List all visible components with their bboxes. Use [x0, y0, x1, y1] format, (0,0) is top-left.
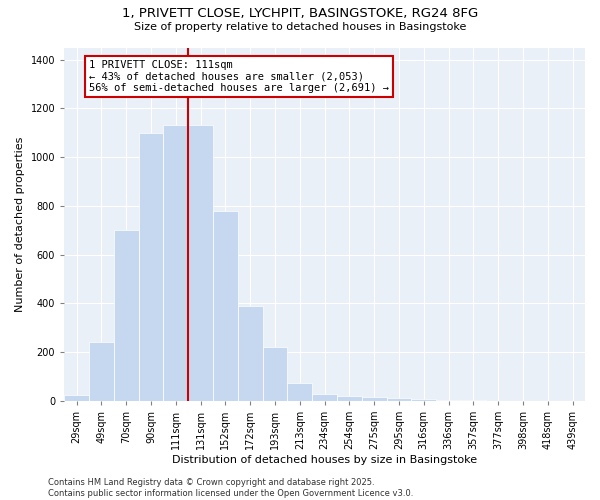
- Bar: [412, 399, 436, 401]
- Text: 1 PRIVETT CLOSE: 111sqm
← 43% of detached houses are smaller (2,053)
56% of semi: 1 PRIVETT CLOSE: 111sqm ← 43% of detache…: [89, 60, 389, 93]
- Bar: [287, 382, 312, 401]
- Bar: [312, 394, 337, 401]
- Bar: [436, 400, 461, 401]
- Bar: [337, 396, 362, 401]
- Bar: [362, 398, 386, 401]
- Bar: [163, 126, 188, 401]
- Bar: [139, 133, 163, 401]
- Text: 1, PRIVETT CLOSE, LYCHPIT, BASINGSTOKE, RG24 8FG: 1, PRIVETT CLOSE, LYCHPIT, BASINGSTOKE, …: [122, 8, 478, 20]
- Text: Size of property relative to detached houses in Basingstoke: Size of property relative to detached ho…: [134, 22, 466, 32]
- Y-axis label: Number of detached properties: Number of detached properties: [15, 136, 25, 312]
- Bar: [64, 395, 89, 401]
- Bar: [213, 211, 238, 401]
- Bar: [263, 348, 287, 401]
- X-axis label: Distribution of detached houses by size in Basingstoke: Distribution of detached houses by size …: [172, 455, 477, 465]
- Bar: [386, 398, 412, 401]
- Bar: [89, 342, 114, 401]
- Bar: [114, 230, 139, 401]
- Bar: [238, 306, 263, 401]
- Text: Contains HM Land Registry data © Crown copyright and database right 2025.
Contai: Contains HM Land Registry data © Crown c…: [48, 478, 413, 498]
- Bar: [188, 126, 213, 401]
